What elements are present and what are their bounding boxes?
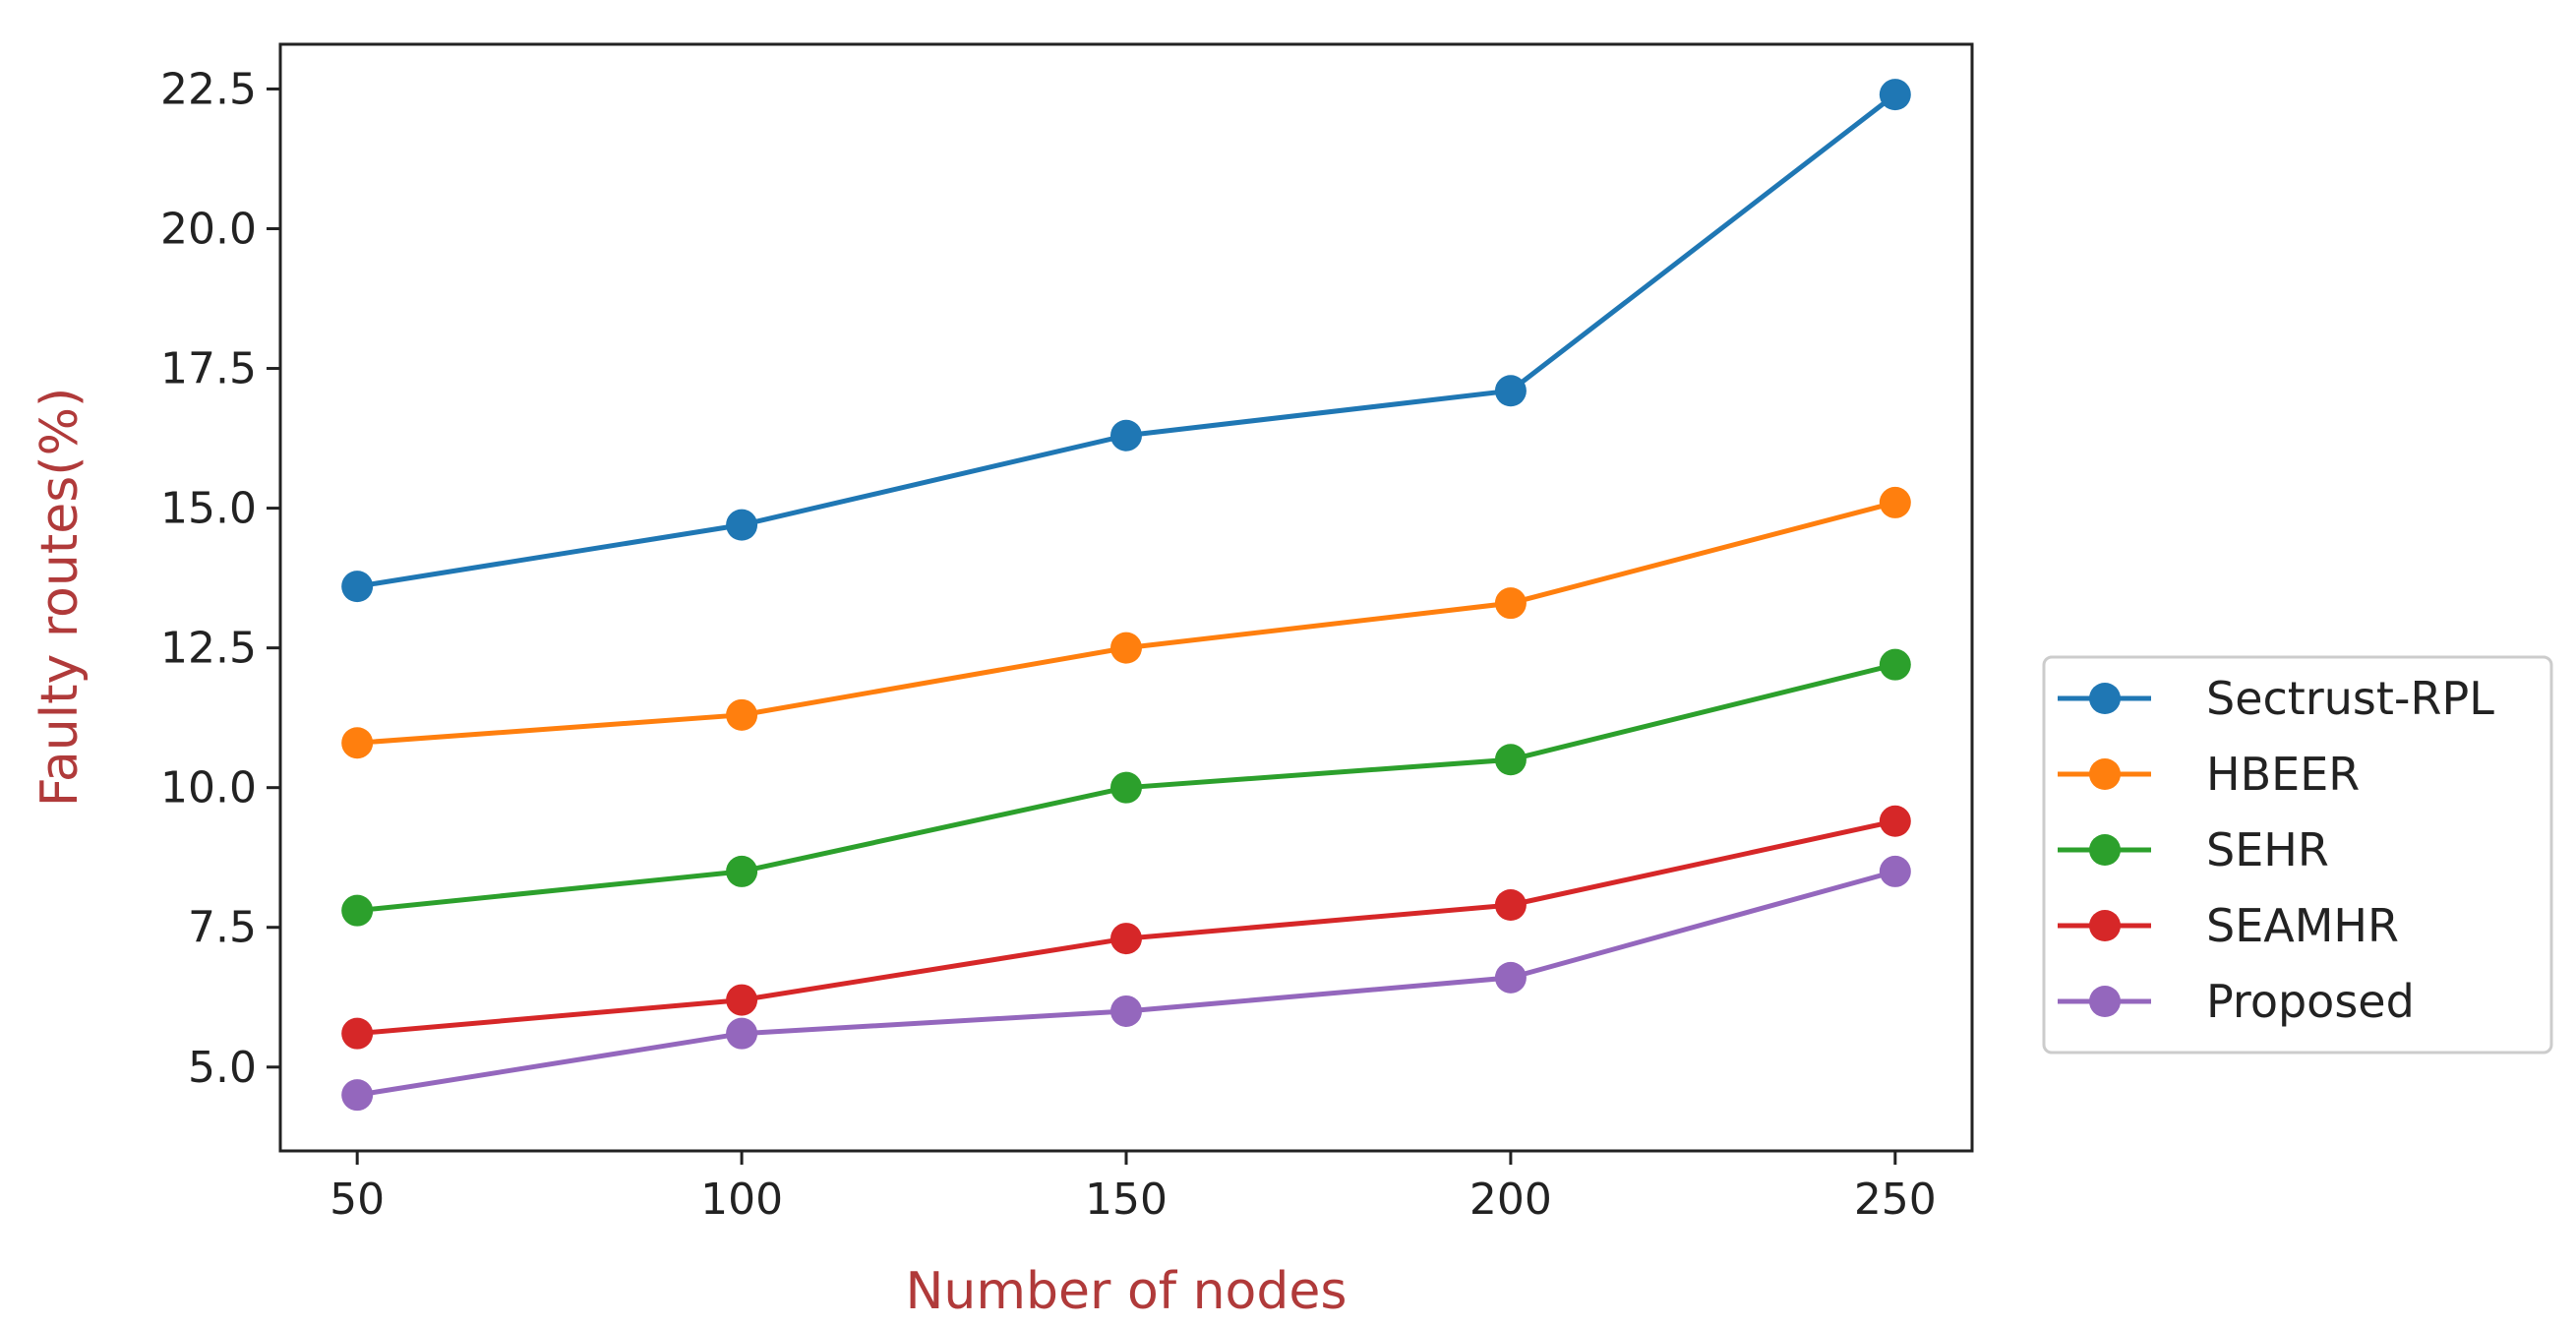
data-point bbox=[1110, 632, 1142, 664]
data-point bbox=[1110, 419, 1142, 452]
legend-item: SEAMHR bbox=[2058, 899, 2399, 952]
legend-item: SEHR bbox=[2058, 823, 2329, 876]
series-sectrust-rpl bbox=[341, 79, 1911, 603]
x-axis-title: Number of nodes bbox=[906, 1262, 1348, 1321]
series-line bbox=[357, 500, 1896, 746]
data-point bbox=[341, 894, 374, 927]
data-point bbox=[341, 727, 374, 759]
y-tick-label: 22.5 bbox=[160, 64, 257, 114]
legend-item: HBEER bbox=[2058, 748, 2360, 801]
legend-item: Sectrust-RPL bbox=[2058, 672, 2494, 725]
data-point bbox=[1110, 994, 1142, 1027]
y-tick-label: 17.5 bbox=[160, 344, 257, 394]
y-tick-label: 15.0 bbox=[160, 484, 257, 534]
data-point bbox=[1879, 486, 1911, 518]
y-axis: 5.0 7.5 10.0 12.5 15.0 17.5 20.0 22.5 bbox=[160, 64, 280, 1093]
legend-marker bbox=[2089, 986, 2121, 1017]
legend-label: HBEER bbox=[2206, 748, 2360, 801]
data-point bbox=[726, 1017, 758, 1050]
series-line bbox=[356, 92, 1897, 589]
y-axis-title: Faulty routes(%) bbox=[30, 388, 90, 808]
legend-marker bbox=[2089, 834, 2121, 866]
legend-label: Sectrust-RPL bbox=[2206, 672, 2494, 725]
data-point bbox=[1110, 923, 1142, 955]
legend-marker bbox=[2089, 683, 2121, 714]
legend-label: SEAMHR bbox=[2206, 899, 2399, 952]
series-seamhr bbox=[341, 805, 1911, 1050]
y-tick-label: 12.5 bbox=[160, 624, 257, 674]
data-point bbox=[341, 1017, 374, 1050]
data-point bbox=[1494, 375, 1527, 407]
data-point bbox=[1879, 79, 1911, 111]
x-tick-label: 250 bbox=[1854, 1175, 1937, 1225]
x-tick-label: 50 bbox=[329, 1175, 385, 1225]
data-point bbox=[1494, 889, 1527, 921]
y-tick-label: 20.0 bbox=[160, 205, 257, 255]
series-layer bbox=[341, 79, 1911, 1112]
legend-item: Proposed bbox=[2058, 975, 2415, 1028]
legend-frame bbox=[2042, 655, 2553, 1055]
data-point bbox=[1494, 961, 1527, 994]
data-point bbox=[726, 855, 758, 887]
legend-marker bbox=[2089, 758, 2121, 790]
x-tick-label: 150 bbox=[1085, 1175, 1168, 1225]
series-sehr bbox=[341, 648, 1911, 927]
data-point bbox=[1879, 855, 1911, 887]
data-point bbox=[1879, 648, 1911, 681]
data-point bbox=[341, 571, 374, 603]
series-proposed bbox=[341, 855, 1911, 1112]
x-tick-label: 100 bbox=[700, 1175, 783, 1225]
data-point bbox=[726, 984, 758, 1016]
series-line bbox=[356, 869, 1896, 1098]
y-tick-label: 5.0 bbox=[188, 1043, 257, 1093]
plot-area: 50 100 150 200 250 5.0 7.5 10.0 12.5 15.0 17.5 20.… bbox=[160, 42, 1974, 1225]
x-axis: 50 100 150 200 250 bbox=[329, 1151, 1937, 1225]
series-hbeer bbox=[341, 486, 1911, 759]
data-point bbox=[1879, 805, 1911, 837]
legend-marker bbox=[2089, 910, 2121, 941]
legend: Sectrust-RPL HBEER SEHR SEAMHR Proposed bbox=[2042, 655, 2553, 1055]
data-point bbox=[1494, 587, 1527, 620]
data-point bbox=[726, 698, 758, 731]
x-tick-label: 200 bbox=[1469, 1175, 1552, 1225]
legend-label: SEHR bbox=[2206, 823, 2329, 876]
y-tick-label: 7.5 bbox=[188, 903, 257, 953]
data-point bbox=[341, 1079, 374, 1112]
y-tick-label: 10.0 bbox=[160, 763, 257, 814]
legend-label: Proposed bbox=[2206, 975, 2415, 1028]
data-point bbox=[1494, 744, 1527, 776]
data-point bbox=[1110, 771, 1142, 804]
data-point bbox=[726, 509, 758, 541]
plot-frame bbox=[278, 42, 1974, 1153]
